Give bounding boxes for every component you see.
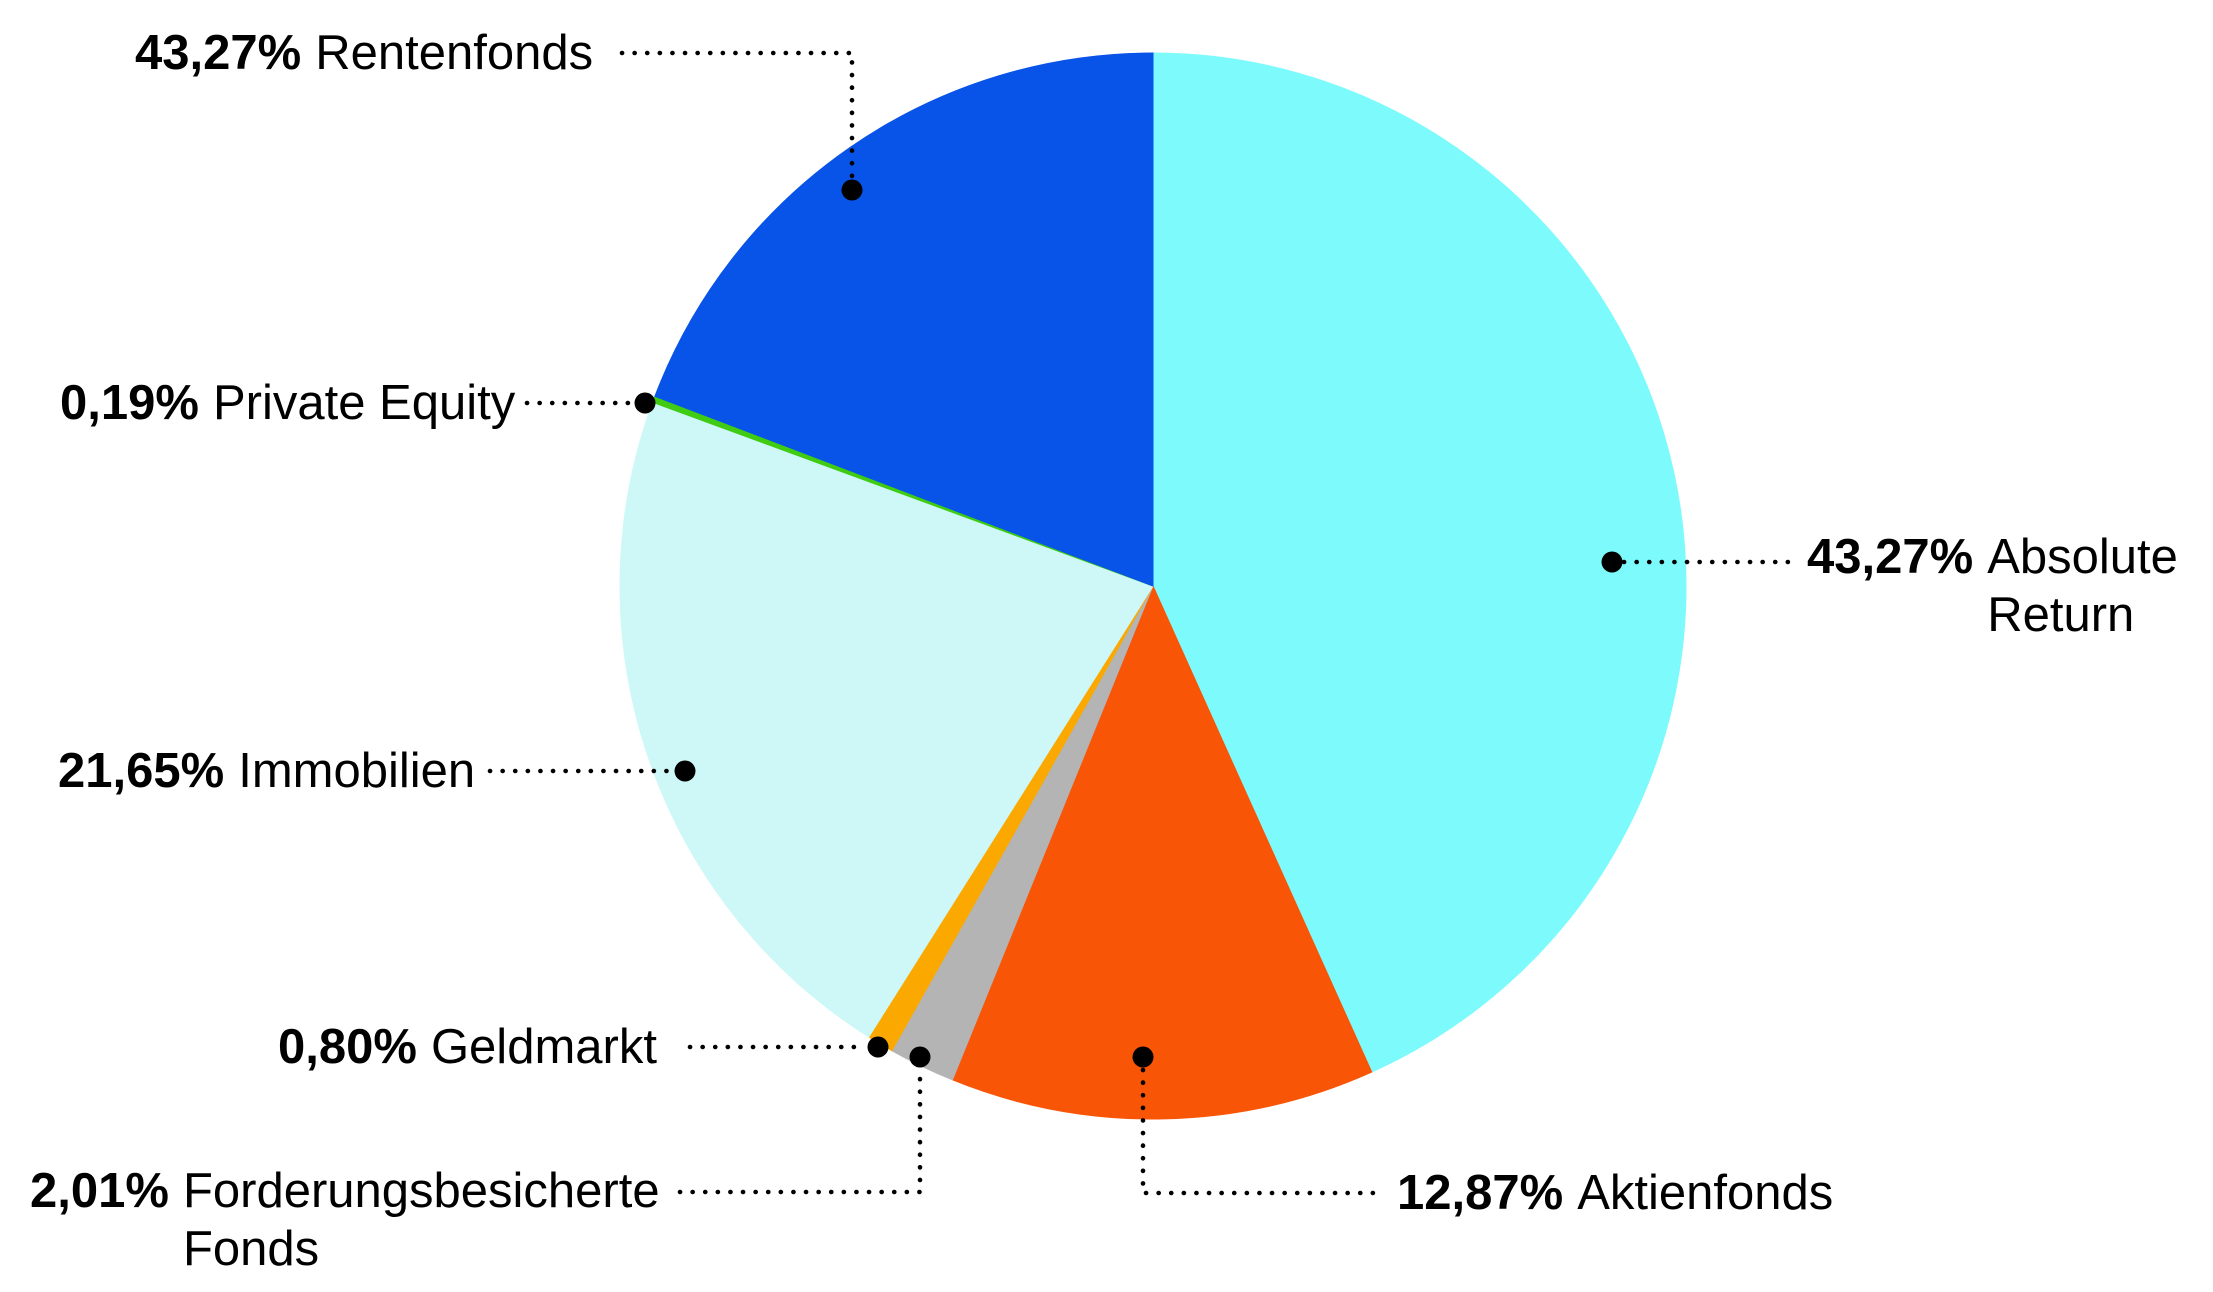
label-rentenfonds: 43,27% Rentenfonds xyxy=(135,24,593,82)
forderungsbesicherte-percent: 2,01% xyxy=(30,1164,169,1218)
forderungsbesicherte-name: Forderungsbesicherte Fonds xyxy=(182,1164,660,1276)
anchor-dot-forderungsbesicherte-fonds xyxy=(909,1046,931,1068)
absolute-return-name: Absolute Return xyxy=(1987,530,2178,642)
pie-slice-rentenfonds xyxy=(654,52,1154,587)
pie-slice-immobilien xyxy=(619,401,1154,1038)
anchor-dot-absolute-return xyxy=(1601,551,1623,573)
label-private-equity: 0,19% Private Equity xyxy=(60,374,515,432)
label-forderungsbesicherte-fonds: 2,01% Forderungsbesicherte Fonds xyxy=(30,1162,660,1278)
pie-slice-aktienfonds xyxy=(951,584,1373,1120)
label-geldmarkt: 0,80% Geldmarkt xyxy=(278,1018,657,1076)
private-equity-name: Private Equity xyxy=(212,376,516,430)
anchor-dot-private-equity xyxy=(634,392,656,414)
pie-slices xyxy=(619,52,1687,1120)
anchor-dot-rentenfonds xyxy=(841,179,863,201)
anchor-dot-immobilien xyxy=(674,760,696,782)
label-absolute-return: 43,27% Absolute Return xyxy=(1807,528,2178,644)
aktienfonds-percent: 12,87% xyxy=(1397,1166,1564,1220)
absolute-return-percent: 43,27% xyxy=(1807,530,1974,584)
immobilien-percent: 21,65% xyxy=(58,744,225,798)
anchor-dot-geldmarkt xyxy=(867,1036,889,1058)
leader-line-forderungsbesicherte-fonds xyxy=(677,1067,923,1195)
rentenfonds-name: Rentenfonds xyxy=(315,26,594,80)
pie-slice-absolute-return xyxy=(1152,52,1687,1073)
leader-lines xyxy=(487,50,1798,1196)
label-immobilien: 21,65% Immobilien xyxy=(58,742,475,800)
rentenfonds-percent: 43,27% xyxy=(135,26,302,80)
private-equity-percent: 0,19% xyxy=(60,376,199,430)
leader-line-rentenfonds xyxy=(619,50,855,193)
geldmarkt-name: Geldmarkt xyxy=(430,1020,657,1074)
label-aktienfonds: 12,87% Aktienfonds xyxy=(1397,1164,1833,1222)
immobilien-name: Immobilien xyxy=(238,744,476,798)
anchor-dots xyxy=(634,179,1623,1068)
geldmarkt-percent: 0,80% xyxy=(278,1020,417,1074)
aktienfonds-name: Aktienfonds xyxy=(1577,1166,1834,1220)
anchor-dot-aktienfonds xyxy=(1132,1046,1154,1068)
